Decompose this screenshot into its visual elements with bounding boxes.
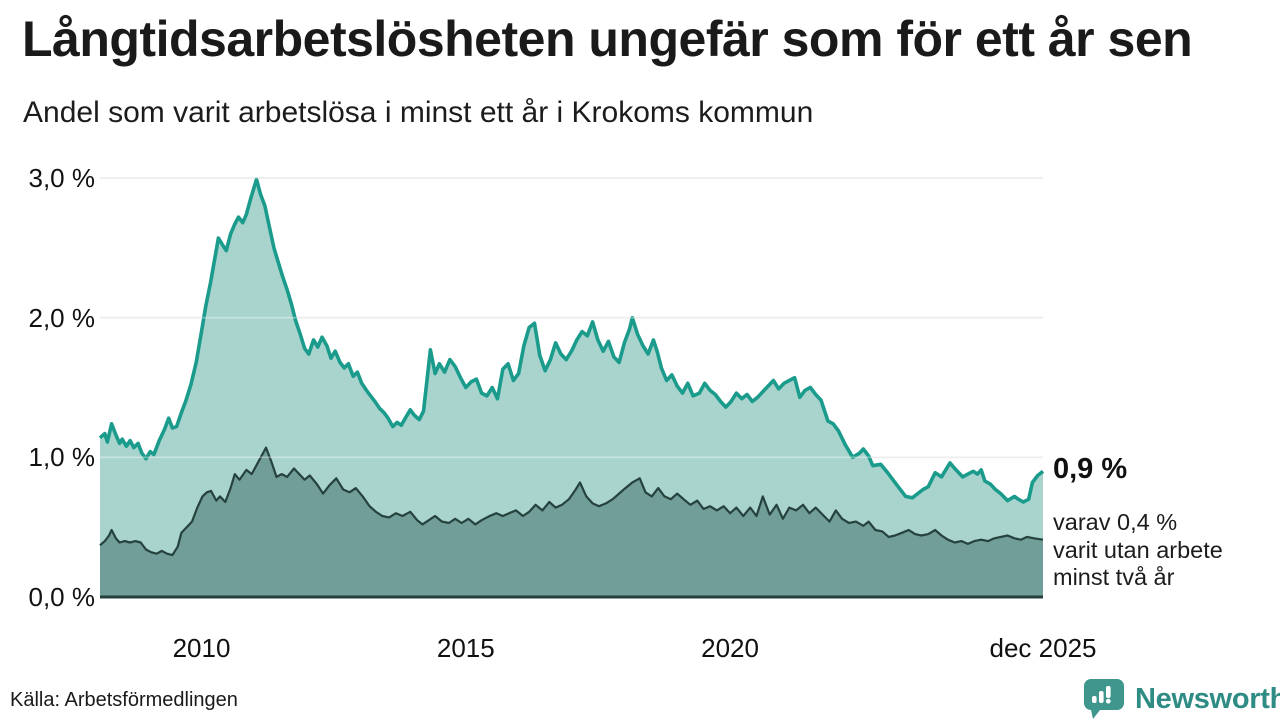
x-tick-label: 2010 bbox=[172, 633, 231, 663]
brand-logo: Newsworthy bbox=[1083, 678, 1280, 720]
brand-name: Newsworthy bbox=[1135, 682, 1280, 715]
end-value-detail: varav 0,4 % varit utan arbete minst två år bbox=[1053, 509, 1273, 592]
x-tick-label: dec 2025 bbox=[989, 633, 1097, 663]
y-tick-label: 3,0 % bbox=[28, 163, 96, 193]
page-title: Långtidsarbetslösheten ungefär som för e… bbox=[22, 11, 1193, 67]
x-tick-label: 2015 bbox=[436, 633, 495, 663]
area-2yr bbox=[100, 447, 1043, 597]
line-2yr bbox=[99, 446, 1044, 557]
source-caption: Källa: Arbetsförmedlingen bbox=[10, 689, 238, 711]
y-tick-label: 2,0 % bbox=[28, 302, 96, 333]
line-1yr bbox=[98, 177, 1045, 504]
end-value-label: 0,9 % bbox=[1053, 453, 1128, 485]
page-subtitle: Andel som varit arbetslösa i minst ett å… bbox=[23, 96, 814, 129]
y-tick-label: 1,0 % bbox=[28, 442, 96, 473]
end-value-detail-line: varit utan arbete bbox=[1053, 536, 1223, 563]
end-value-detail-line: minst två år bbox=[1053, 564, 1175, 590]
end-value-annotation: 0,9 % varav 0,4 % varit utan arbete minst … bbox=[1053, 453, 1273, 592]
y-tick-label: 0,0 % bbox=[28, 582, 96, 612]
newsworthy-logo-icon bbox=[1084, 679, 1124, 719]
end-value-detail-line: varav 0,4 % bbox=[1053, 509, 1178, 535]
x-tick-label: 2020 bbox=[701, 633, 759, 663]
